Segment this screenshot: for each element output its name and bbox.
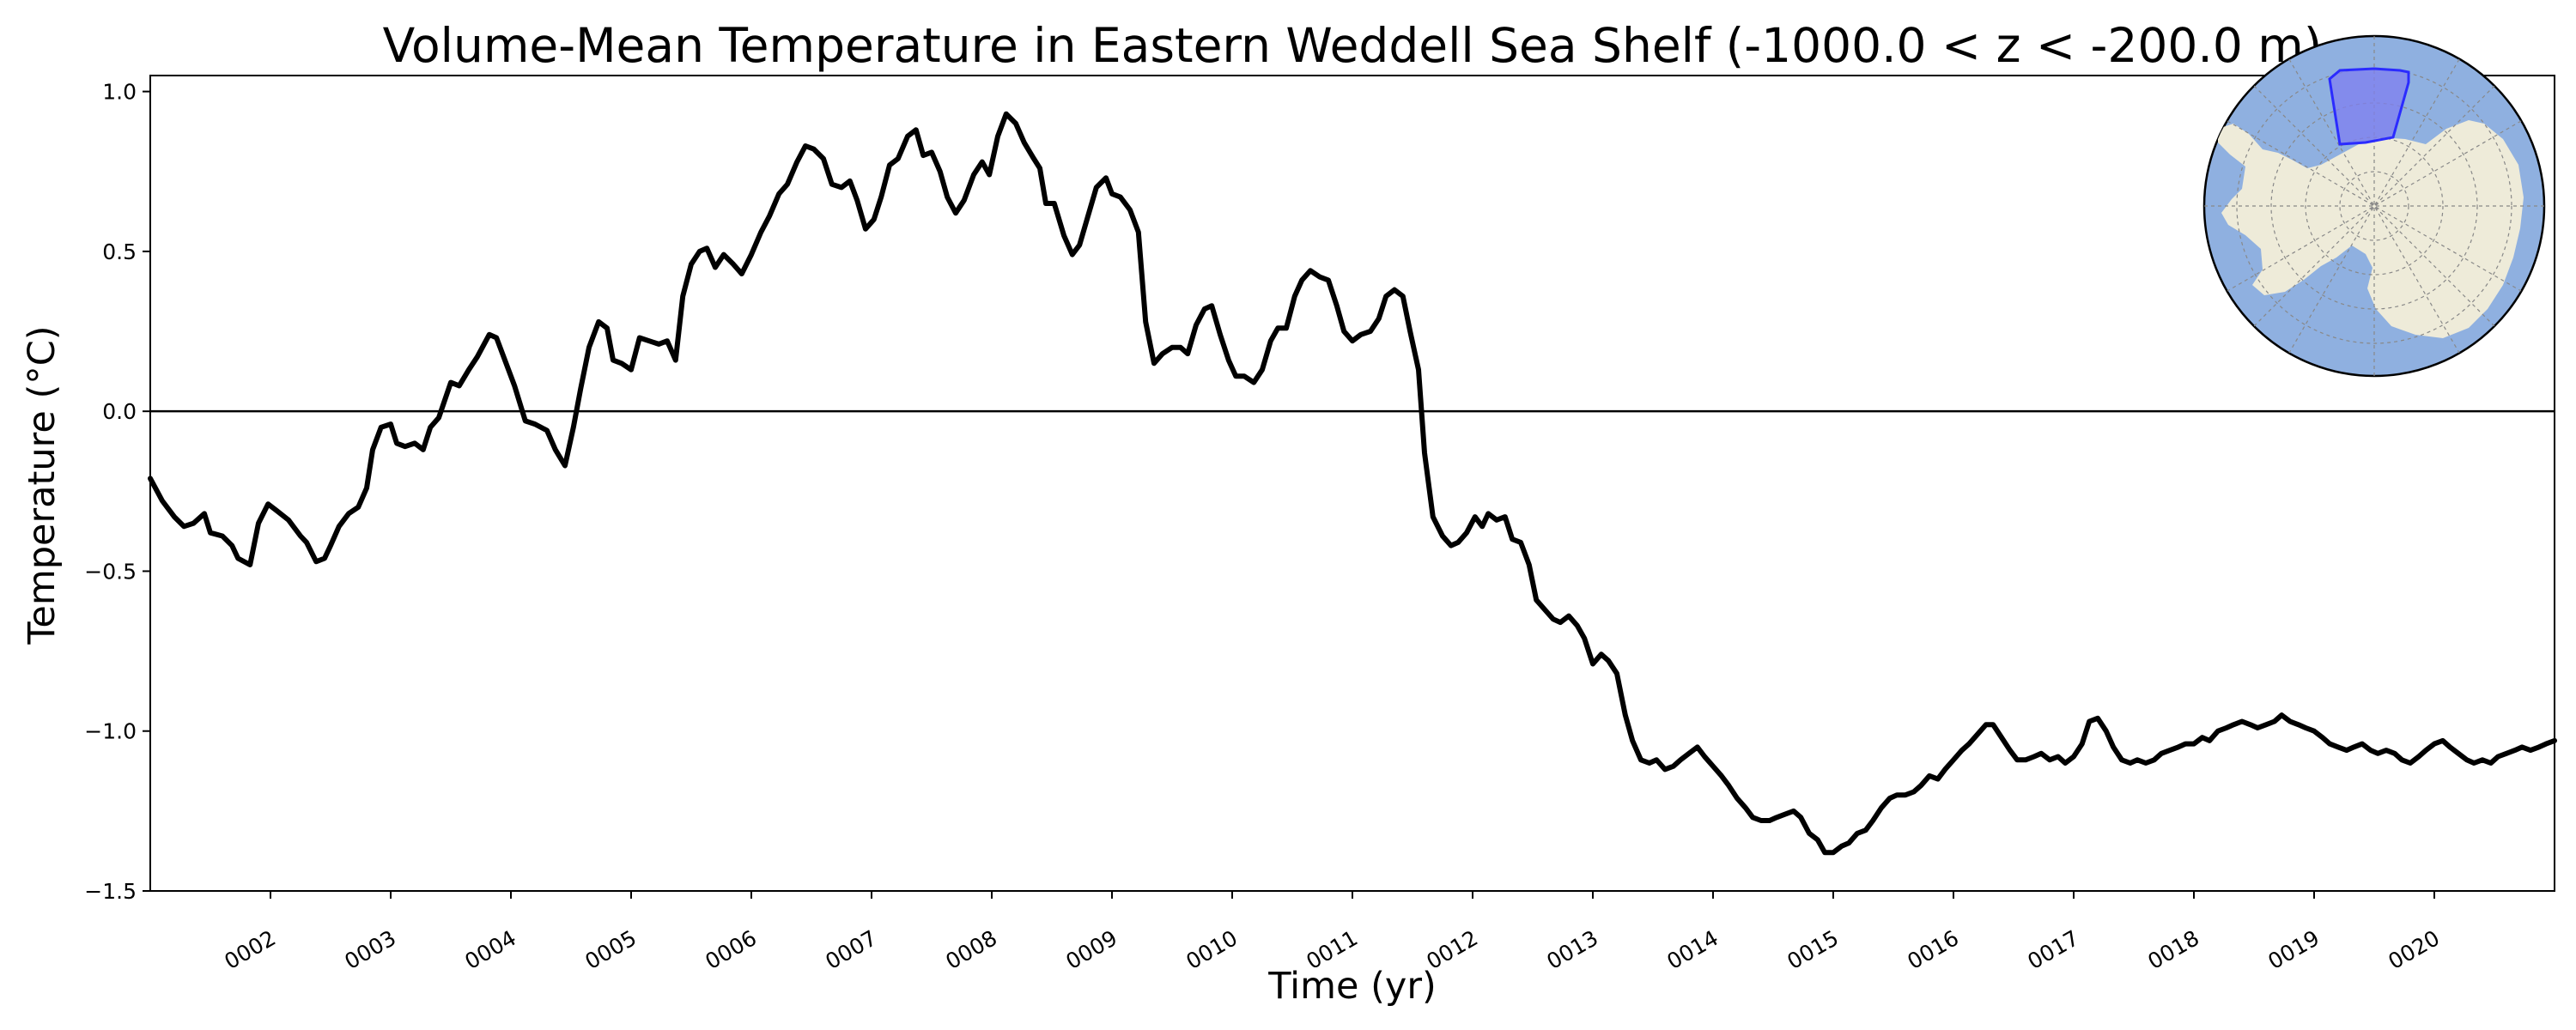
plot-frame [149,75,2555,892]
x-tick-label: 0016 [1903,925,1963,974]
series-line-0 [148,111,2557,856]
plot-area: −1.5 −1.0 −0.5 0.0 0.5 1.0 0002 0003 0004 0005 000… [84,75,2557,974]
x-tick-label: 0013 [1542,925,1602,974]
y-tick-label: 0.5 [102,239,137,264]
x-tick-label: 0015 [1783,925,1843,974]
x-tick-label: 0005 [580,925,641,974]
x-tick-label: 0002 [220,925,280,974]
y-axis-title: Temperature (°C) [21,325,64,645]
y-tick-label: −0.5 [84,559,137,584]
y-tick-label: 0.0 [102,399,137,424]
y-tick-label: −1.5 [84,879,137,904]
x-tick-label: 0018 [2143,925,2203,974]
x-tick-label: 0014 [1662,925,1722,974]
y-tick-label: −1.0 [84,719,137,744]
map-antarctica-landmass [2218,120,2524,338]
x-tick-label: 0019 [2263,925,2324,974]
x-tick-label: 0006 [701,925,761,974]
x-tick-label: 0009 [1061,925,1121,974]
x-tick-label: 0007 [821,925,881,974]
x-tick-label: 0017 [2023,925,2083,974]
map-region-highlight [2328,67,2410,146]
inset-map [2202,34,2546,378]
x-tick-label: 0010 [1182,925,1242,974]
y-tick-label: 1.0 [102,80,137,105]
x-tick-label: 0003 [340,925,400,974]
x-tick-label: 0008 [941,925,1001,974]
chart-title: Volume-Mean Temperature in Eastern Wedde… [383,18,2323,73]
x-tick-label: 0020 [2384,925,2444,974]
x-tick-label: 0004 [460,925,520,974]
x-axis-title: Time (yr) [1267,965,1437,1008]
